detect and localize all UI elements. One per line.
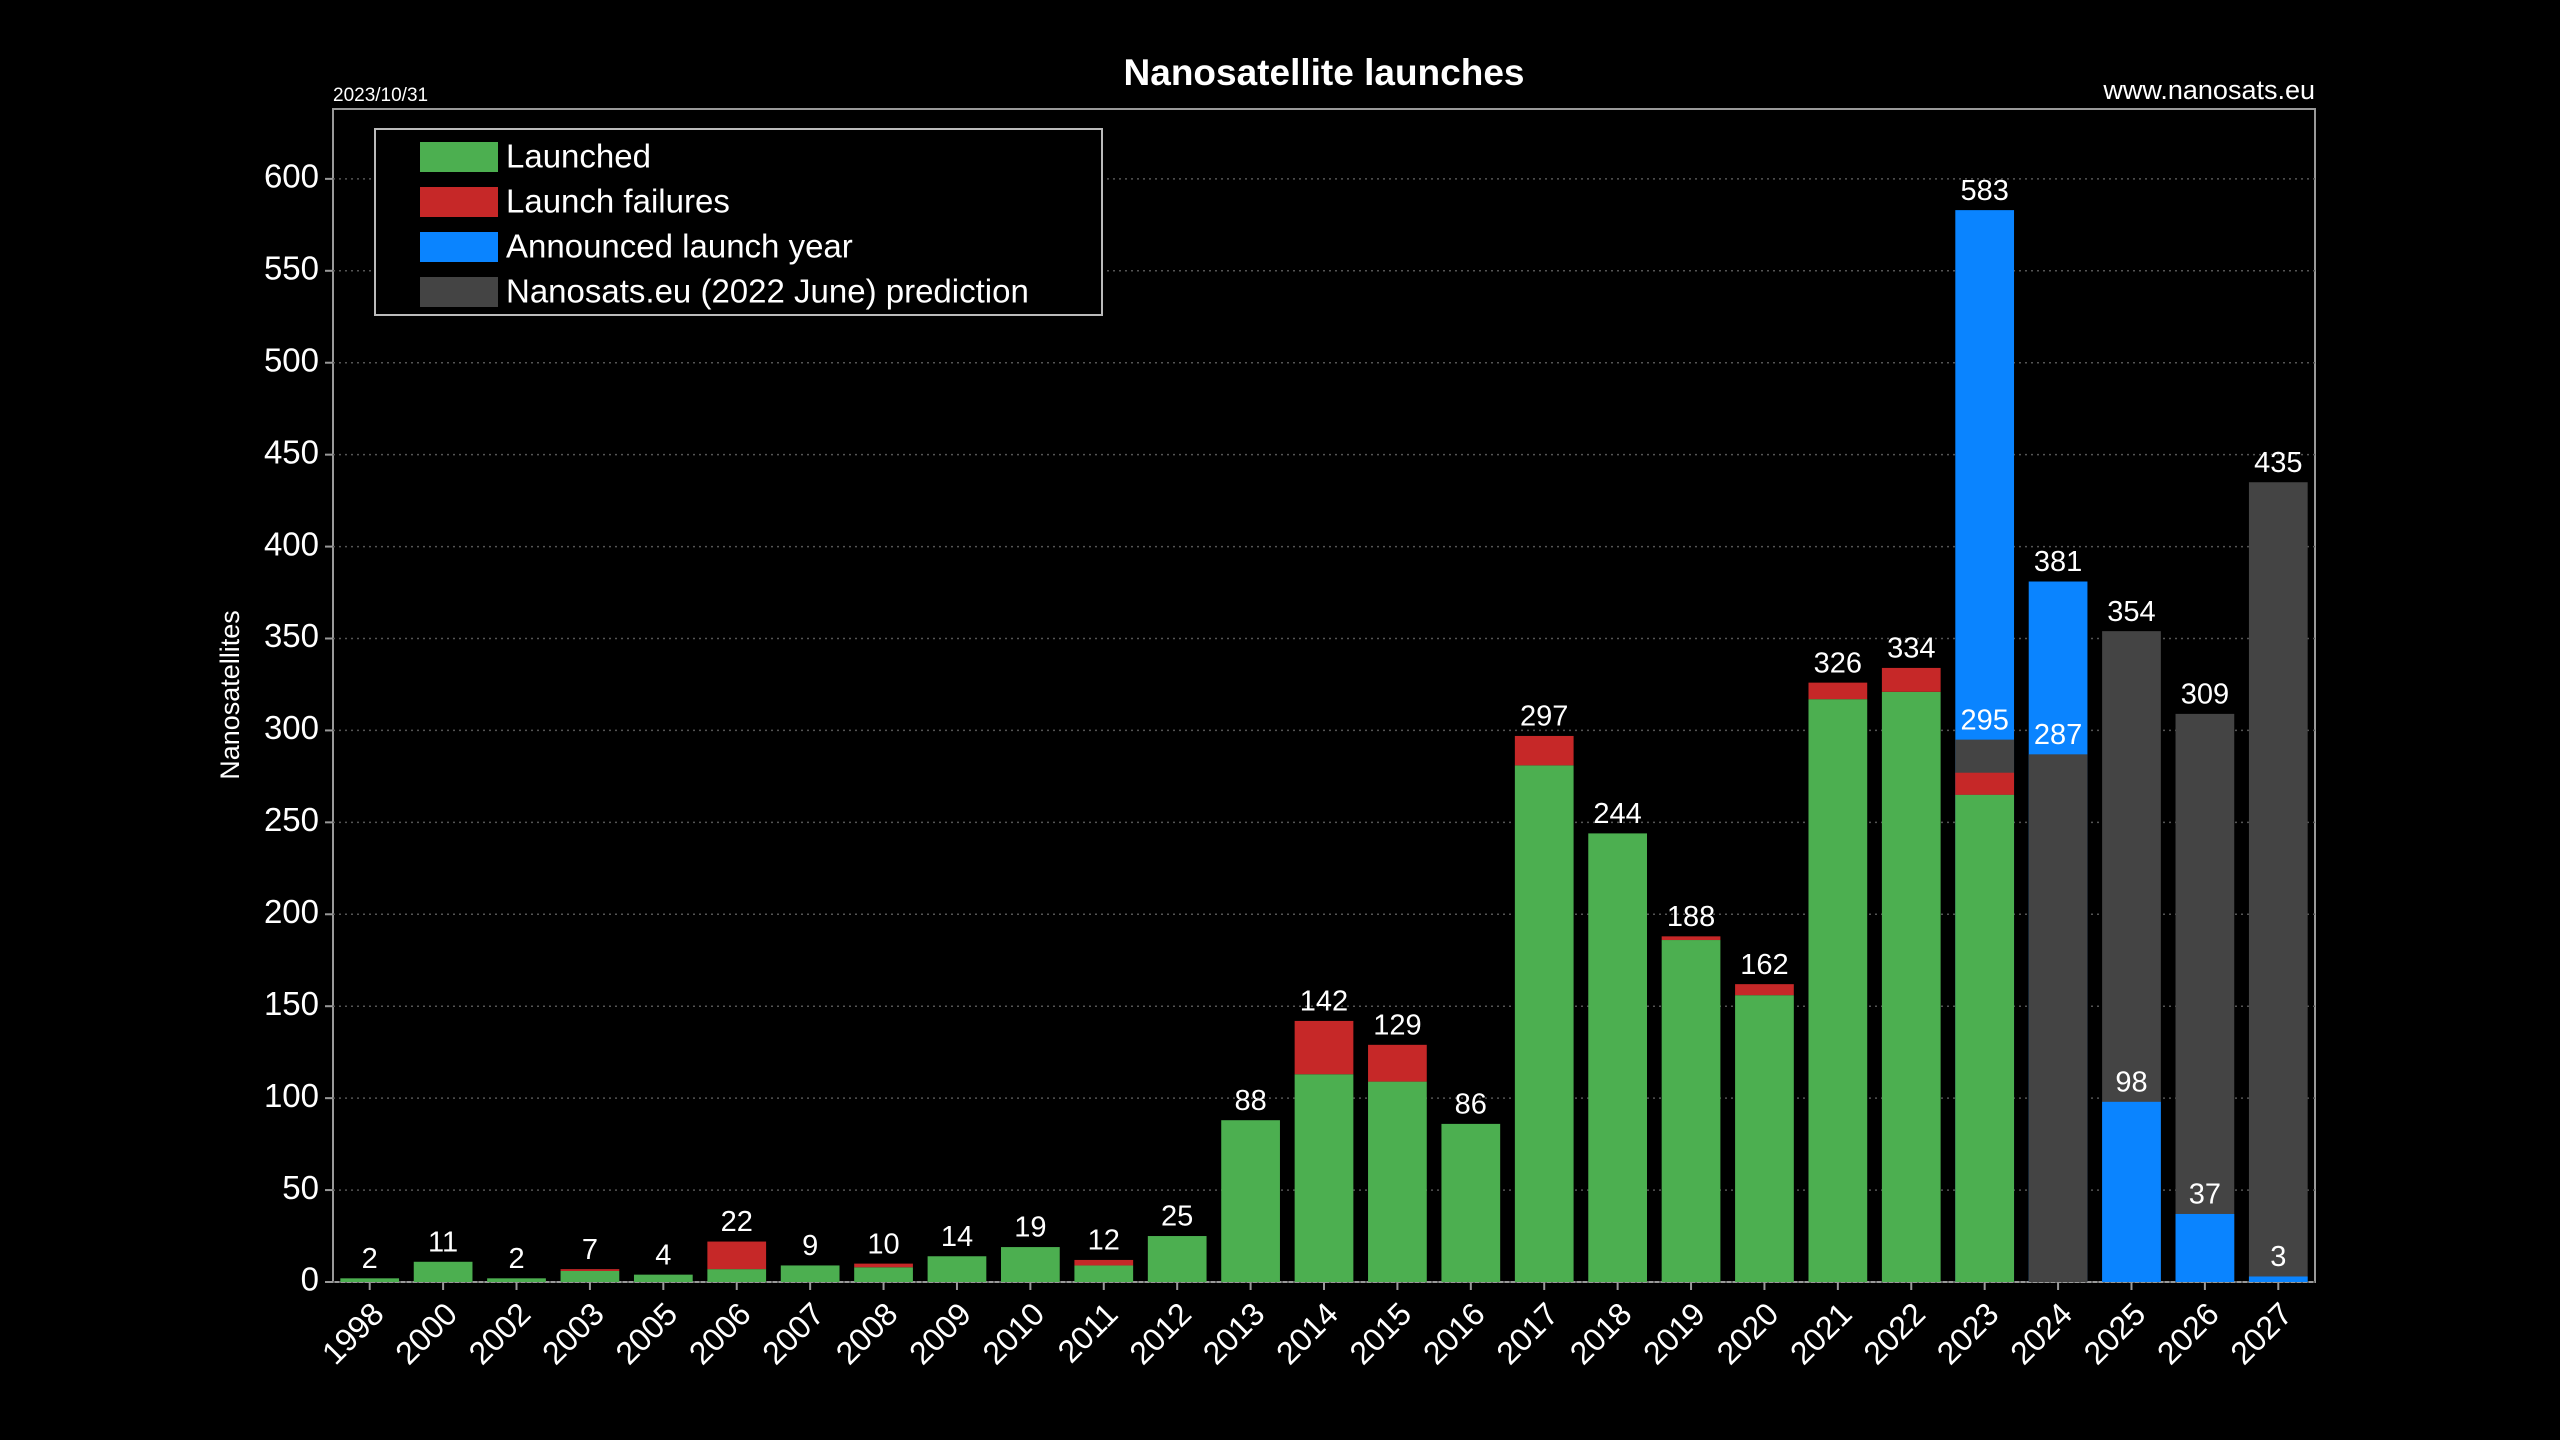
- y-tick-label: 300: [264, 709, 319, 746]
- legend-swatch: [420, 142, 498, 172]
- bar-segment: [1074, 1265, 1134, 1282]
- y-tick-label: 400: [264, 525, 319, 562]
- bar-segment: [1294, 1020, 1354, 1075]
- value-label: 3: [2270, 1241, 2286, 1273]
- legend-swatch: [420, 232, 498, 262]
- value-label: 244: [1593, 798, 1641, 830]
- bar: [2102, 1101, 2161, 1282]
- value-label: 381: [2034, 546, 2082, 578]
- bar-segment: [560, 1270, 620, 1282]
- value-label: 583: [1960, 175, 2008, 207]
- value-label: 435: [2254, 447, 2302, 479]
- value-label: 142: [1300, 986, 1348, 1018]
- value-label: 86: [1455, 1089, 1487, 1121]
- value-label: 162: [1740, 949, 1788, 981]
- value-label: 2: [508, 1243, 524, 1275]
- value-label: 295: [1960, 704, 2008, 736]
- value-label: 326: [1814, 647, 1862, 679]
- y-tick-label: 100: [264, 1077, 319, 1114]
- bar-segment: [1514, 735, 1574, 766]
- bar-segment: [1808, 699, 1868, 1282]
- value-label: 22: [721, 1206, 753, 1238]
- value-label: 309: [2181, 679, 2229, 711]
- legend-swatch: [420, 277, 498, 307]
- bar-segment: [1294, 1074, 1354, 1282]
- value-label: 98: [2115, 1066, 2147, 1098]
- y-tick-label: 0: [301, 1261, 319, 1298]
- source: www.nanosats.eu: [2102, 75, 2315, 105]
- y-tick-label: 250: [264, 801, 319, 838]
- value-label: 12: [1088, 1225, 1120, 1257]
- bar-segment: [413, 1261, 473, 1282]
- value-label: 334: [1887, 633, 1935, 665]
- bar-segment: [707, 1241, 767, 1270]
- bar-segment: [1368, 1044, 1427, 1082]
- bar-segment: [487, 1278, 546, 1282]
- y-tick-label: 200: [264, 893, 319, 930]
- chart-title: Nanosatellite launches: [1124, 52, 1525, 93]
- value-label: 129: [1373, 1009, 1421, 1041]
- y-axis-label: Nanosatellites: [215, 610, 245, 780]
- bar-segment: [780, 1265, 840, 1282]
- legend-label: Nanosats.eu (2022 June) prediction: [506, 273, 1029, 310]
- value-label: 297: [1520, 701, 1568, 733]
- y-tick-label: 550: [264, 250, 319, 287]
- legend-label: Launched: [506, 138, 651, 175]
- y-tick-label: 500: [264, 341, 319, 378]
- value-label: 11: [428, 1226, 458, 1258]
- value-label: 188: [1667, 901, 1715, 933]
- bar-segment: [1735, 984, 1794, 996]
- y-tick-label: 50: [282, 1169, 319, 1206]
- bar-segment: [1588, 833, 1647, 1282]
- bar-segment: [1001, 1247, 1060, 1282]
- y-tick-label: 350: [264, 617, 319, 654]
- value-label: 4: [655, 1239, 671, 1271]
- y-tick-label: 450: [264, 433, 319, 470]
- value-label: 19: [1014, 1212, 1046, 1244]
- bar-segment: [854, 1263, 913, 1268]
- bar: [2248, 1276, 2308, 1282]
- bar-segment: [1514, 765, 1574, 1282]
- bar-segment: [1808, 682, 1868, 700]
- bar-segment: [1955, 794, 2015, 1282]
- bar-segment: [1368, 1081, 1427, 1282]
- date: 2023/10/31: [333, 85, 428, 106]
- legend-label: Launch failures: [506, 183, 730, 220]
- bar-segment: [927, 1256, 987, 1282]
- value-label: 2: [362, 1243, 378, 1275]
- bar-segment: [1221, 1120, 1280, 1282]
- bar-segment: [854, 1267, 913, 1282]
- value-label: 9: [802, 1230, 818, 1262]
- value-label: 14: [941, 1221, 973, 1253]
- y-tick-label: 600: [264, 158, 319, 195]
- value-label: 37: [2189, 1179, 2221, 1211]
- value-label: 88: [1234, 1085, 1266, 1117]
- bar: [2175, 713, 2235, 1282]
- bar: [2248, 482, 2308, 1282]
- value-label: 7: [582, 1234, 598, 1266]
- bar: [2175, 1213, 2235, 1282]
- value-label: 287: [2034, 719, 2082, 751]
- bar-segment: [1735, 995, 1794, 1282]
- value-label: 354: [2107, 596, 2155, 628]
- bar-segment: [1661, 940, 1721, 1282]
- bar-segment: [1881, 667, 1941, 692]
- legend-swatch: [420, 187, 498, 217]
- bar-segment: [1955, 772, 2015, 795]
- bar-segment: [340, 1278, 400, 1282]
- bar-segment: [560, 1269, 620, 1271]
- bar-segment: [1441, 1123, 1501, 1282]
- value-label: 10: [867, 1228, 899, 1260]
- bar-segment: [707, 1269, 767, 1282]
- bar-segment: [633, 1274, 693, 1282]
- value-label: 25: [1161, 1201, 1193, 1233]
- bar-segment: [1881, 691, 1941, 1282]
- legend-label: Announced launch year: [506, 228, 853, 265]
- bar-segment: [1661, 936, 1721, 941]
- y-tick-label: 150: [264, 985, 319, 1022]
- bar-segment: [1147, 1236, 1207, 1282]
- bar: [2028, 754, 2088, 1282]
- bar-segment: [1074, 1259, 1134, 1266]
